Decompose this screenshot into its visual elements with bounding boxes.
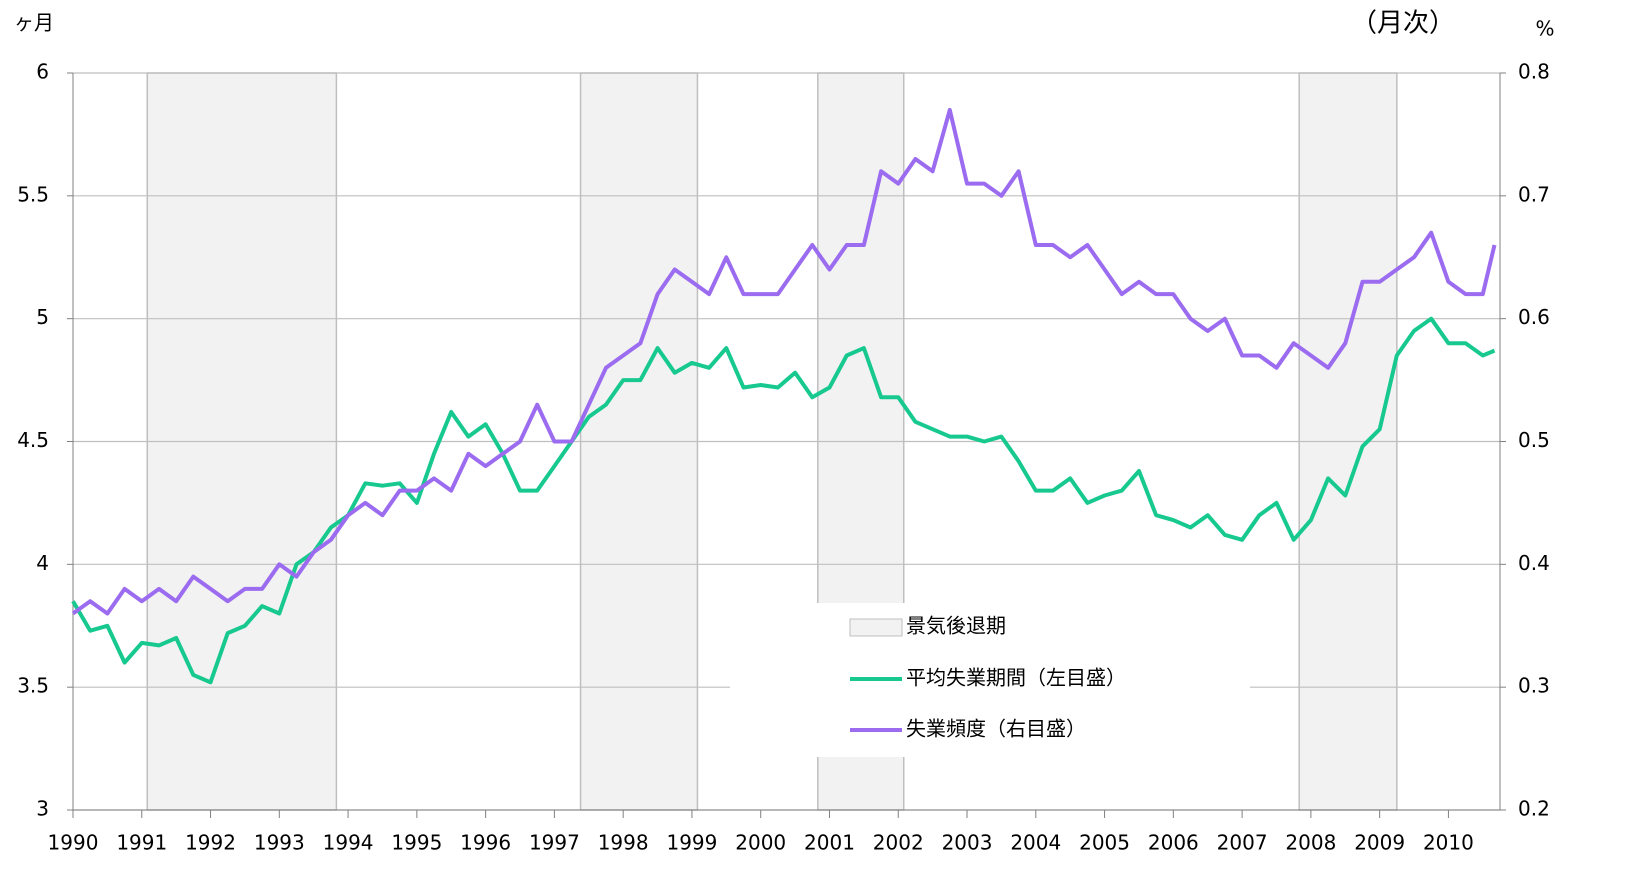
y-tick-label: 4.5 xyxy=(17,428,49,452)
x-tick-label: 2008 xyxy=(1285,831,1336,855)
legend-swatch xyxy=(849,618,903,637)
x-tick-label: 2002 xyxy=(873,831,924,855)
x-tick-label: 1992 xyxy=(185,831,236,855)
y-tick-label: 3 xyxy=(36,797,49,821)
x-tick-label: 1998 xyxy=(598,831,649,855)
legend-label: 平均失業期間（左目盛） xyxy=(906,666,1126,690)
y2-tick-label: 0.5 xyxy=(1518,428,1550,452)
y2-tick-label: 0.2 xyxy=(1518,797,1550,821)
y2-tick-label: 0.3 xyxy=(1518,674,1550,698)
y-unit-label: ヶ月 xyxy=(14,11,54,35)
legend-box xyxy=(730,603,1250,757)
x-tick-label: 2006 xyxy=(1148,831,1199,855)
x-tick-label: 2005 xyxy=(1079,831,1130,855)
x-tick-label: 1999 xyxy=(666,831,717,855)
y2-tick-label: 0.8 xyxy=(1518,60,1550,84)
legend-label: 景気後退期 xyxy=(906,614,1006,638)
x-tick-label: 2000 xyxy=(735,831,786,855)
x-tick-label: 1997 xyxy=(529,831,580,855)
y-tick-label: 5.5 xyxy=(17,182,49,206)
x-tick-label: 1994 xyxy=(323,831,374,855)
x-tick-label: 1995 xyxy=(391,831,442,855)
x-tick-label: 1991 xyxy=(116,831,167,855)
y2-tick-label: 0.7 xyxy=(1518,182,1550,206)
x-tick-label: 1996 xyxy=(460,831,511,855)
frequency-label: （月次） xyxy=(1351,9,1455,39)
x-tick-label: 2001 xyxy=(804,831,855,855)
y-tick-label: 4 xyxy=(36,551,49,575)
x-tick-label: 2004 xyxy=(1010,831,1061,855)
x-tick-label: 1993 xyxy=(254,831,305,855)
x-tick-label: 2007 xyxy=(1217,831,1268,855)
series-line xyxy=(71,107,1497,616)
x-tick-label: 2009 xyxy=(1354,831,1405,855)
y-tick-label: 3.5 xyxy=(17,674,49,698)
x-tick-label: 1990 xyxy=(48,831,99,855)
x-tick-label: 2010 xyxy=(1423,831,1474,855)
y2-unit-label: % xyxy=(1535,17,1554,41)
y2-tick-label: 0.6 xyxy=(1518,305,1550,329)
y-tick-label: 6 xyxy=(36,60,49,84)
y2-tick-label: 0.4 xyxy=(1518,551,1550,575)
y-tick-label: 5 xyxy=(36,305,49,329)
legend-label: 失業頻度（右目盛） xyxy=(906,717,1086,741)
x-tick-label: 2003 xyxy=(942,831,993,855)
